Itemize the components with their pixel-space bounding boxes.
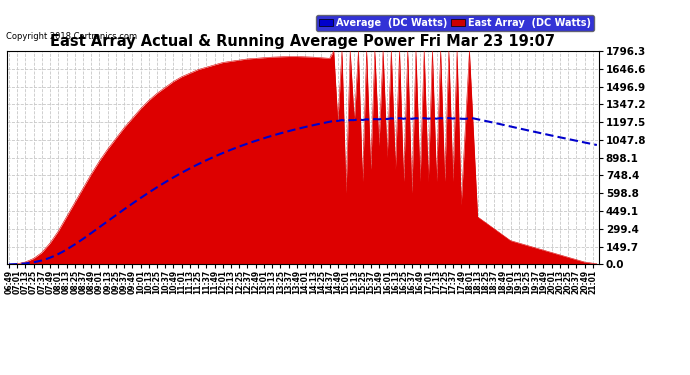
Text: Copyright 2018 Cartronics.com: Copyright 2018 Cartronics.com	[6, 32, 137, 41]
Title: East Array Actual & Running Average Power Fri Mar 23 19:07: East Array Actual & Running Average Powe…	[50, 34, 555, 50]
Legend: Average  (DC Watts), East Array  (DC Watts): Average (DC Watts), East Array (DC Watts…	[316, 15, 594, 31]
